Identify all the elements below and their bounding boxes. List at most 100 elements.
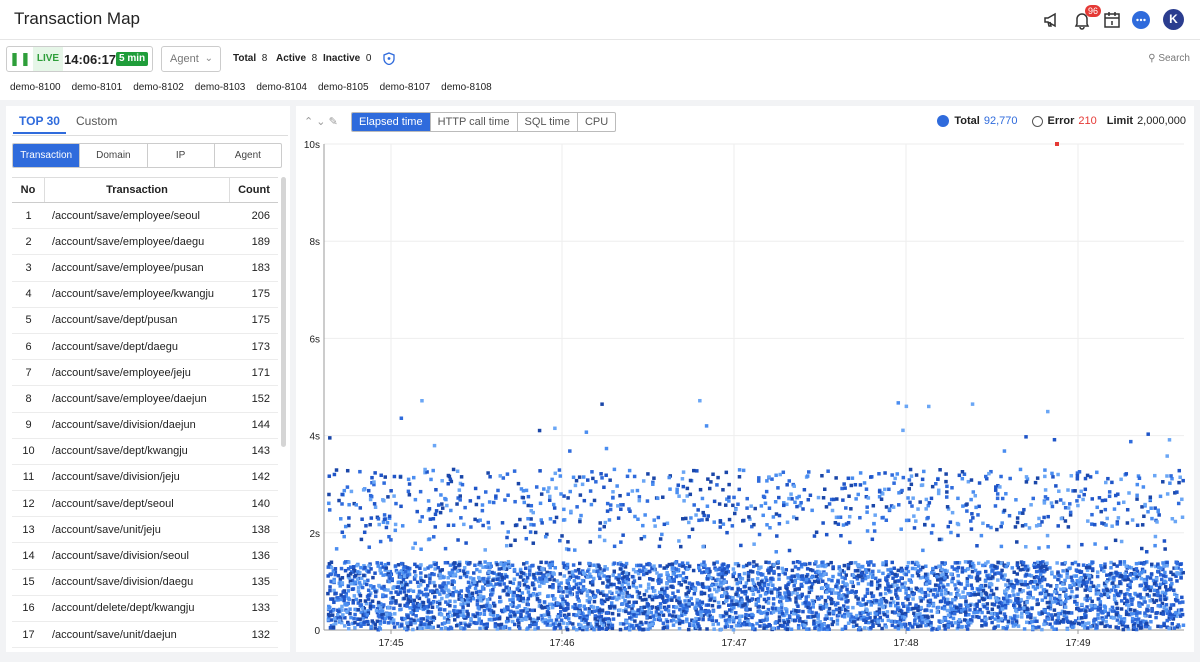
row-count: 175 (251, 314, 270, 327)
segment-transaction[interactable]: Transaction (13, 144, 80, 167)
tab-http-call-time[interactable]: HTTP call time (429, 113, 517, 131)
chat-icon[interactable] (1131, 10, 1151, 30)
scatter-point (826, 624, 830, 628)
scatter-point (815, 595, 820, 599)
chevron-down-icon[interactable]: ⌄ (316, 116, 326, 128)
scatter-point (1129, 612, 1134, 616)
scatter-point (419, 571, 423, 575)
agent-item[interactable]: demo-8103 (194, 82, 246, 93)
scatter-point (935, 627, 939, 631)
scatter-point (661, 613, 666, 617)
scatter-point (988, 576, 993, 581)
range-badge[interactable]: 5 min (116, 52, 149, 66)
scatter-point (689, 516, 693, 520)
table-row[interactable]: 2/account/save/employee/daegu 189 (12, 229, 278, 256)
row-transaction: /account/save/dept/pusan (52, 314, 178, 327)
pause-icon[interactable]: ❚❚ (9, 51, 31, 66)
table-row[interactable]: 1/account/save/employee/seoul 206 (12, 203, 278, 230)
live-control[interactable]: ❚❚ LIVE 14:06:17 5 min (6, 46, 153, 72)
scrollbar[interactable] (281, 177, 286, 447)
tab-sql-time[interactable]: SQL time (516, 113, 577, 131)
table-row[interactable]: 4/account/save/employee/kwangju 175 (12, 282, 278, 308)
table-row[interactable]: 14/account/save/division/seoul 136 (12, 543, 278, 570)
table-row[interactable]: 6/account/save/dept/daegu 173 (12, 334, 278, 361)
toolbar: ❚❚ LIVE 14:06:17 5 min Agent ⌄ Total 8 Ac… (0, 40, 1200, 100)
table-row[interactable]: 15/account/save/division/daegu 135 (12, 570, 278, 596)
scatter-point (601, 590, 605, 594)
scatter-point (784, 595, 788, 599)
scatter-point (614, 576, 618, 580)
scatter-point (865, 591, 870, 596)
scatter-point (1052, 627, 1056, 631)
column-transaction[interactable]: Transaction (45, 178, 230, 202)
scatter-point (948, 611, 953, 615)
agent-select[interactable]: Agent ⌄ (161, 46, 221, 72)
scatter-point (911, 592, 915, 597)
tab-elapsed-time[interactable]: Elapsed time (352, 113, 430, 131)
scatter-point (454, 623, 459, 628)
scatter-point (509, 602, 513, 607)
tab-custom[interactable]: Custom (76, 114, 118, 128)
scatter-point (589, 604, 594, 609)
table-row[interactable]: 13/account/save/unit/jeju 138 (12, 517, 278, 544)
pencil-icon[interactable]: ✎ (328, 116, 338, 128)
agent-item[interactable]: demo-8105 (317, 82, 369, 93)
scatter-point (447, 474, 452, 479)
table-row[interactable]: 16/account/delete/dept/kwangju 133 (12, 596, 278, 622)
scatter-point (587, 612, 591, 616)
table-row[interactable]: 17/account/save/unit/daejun 132 (12, 622, 278, 649)
table-row[interactable]: 10/account/save/dept/kwangju 143 (12, 439, 278, 465)
scatter-point (1141, 620, 1145, 624)
scatter-point (500, 566, 505, 571)
segment-agent[interactable]: Agent (213, 144, 281, 167)
scatter-point (1165, 618, 1169, 623)
check-icon[interactable] (937, 115, 950, 127)
scatter-point (639, 563, 643, 568)
scatter-point (579, 623, 583, 627)
table-row[interactable]: 8/account/save/employee/daejun 152 (12, 386, 278, 413)
table-row[interactable]: 9/account/save/division/daejun 144 (12, 413, 278, 439)
column-no[interactable]: No (12, 178, 45, 202)
agent-item[interactable]: demo-8104 (256, 82, 307, 93)
scatter-point (953, 621, 958, 625)
tab-top30[interactable]: TOP 30 (13, 114, 66, 134)
agent-item[interactable]: demo-8107 (379, 82, 431, 93)
megaphone-icon[interactable] (1042, 10, 1062, 30)
scatter-point (442, 621, 447, 625)
search-box[interactable]: ⚲ Search (1148, 53, 1190, 64)
scatter-point (367, 570, 371, 574)
agent-item[interactable]: demo-8101 (71, 82, 123, 93)
scatter-point (719, 580, 723, 585)
table-row[interactable]: 3/account/save/employee/pusan 183 (12, 255, 278, 282)
scatter-point (463, 601, 467, 606)
scatter-point (889, 567, 893, 572)
table-row[interactable]: 5/account/save/dept/pusan 175 (12, 308, 278, 334)
scatter-point (1018, 568, 1023, 572)
scatter-point (950, 486, 954, 490)
agent-item[interactable]: demo-8102 (133, 82, 184, 93)
table-row[interactable]: 7/account/save/employee/jeju 171 (12, 360, 278, 387)
tab-cpu[interactable]: CPU (576, 113, 615, 131)
scatter-point (366, 609, 371, 613)
chevron-up-icon[interactable]: ⌃ (304, 116, 314, 128)
shield-icon[interactable] (383, 52, 395, 65)
segment-ip[interactable]: IP (146, 144, 214, 167)
scatter-point (822, 622, 826, 627)
scatter-point (389, 616, 394, 621)
agent-item[interactable]: demo-8108 (441, 82, 492, 93)
calendar-icon[interactable] (1102, 10, 1122, 30)
check-outline-icon[interactable] (1031, 115, 1043, 127)
scatter-point (984, 561, 988, 566)
avatar[interactable]: K (1163, 9, 1184, 30)
segment-domain[interactable]: Domain (79, 144, 146, 167)
table-row[interactable]: 11/account/save/division/jeju 142 (12, 465, 278, 492)
scatter-point (580, 589, 585, 593)
bell-icon[interactable] (1072, 10, 1092, 30)
scatter-point (796, 576, 801, 581)
agent-item[interactable]: demo-8100 (10, 82, 61, 93)
table-row[interactable]: 12/account/save/dept/seoul 140 (12, 491, 278, 518)
scatter-point (448, 563, 453, 567)
column-count[interactable]: Count (238, 184, 270, 196)
scatter-point (1105, 516, 1109, 521)
